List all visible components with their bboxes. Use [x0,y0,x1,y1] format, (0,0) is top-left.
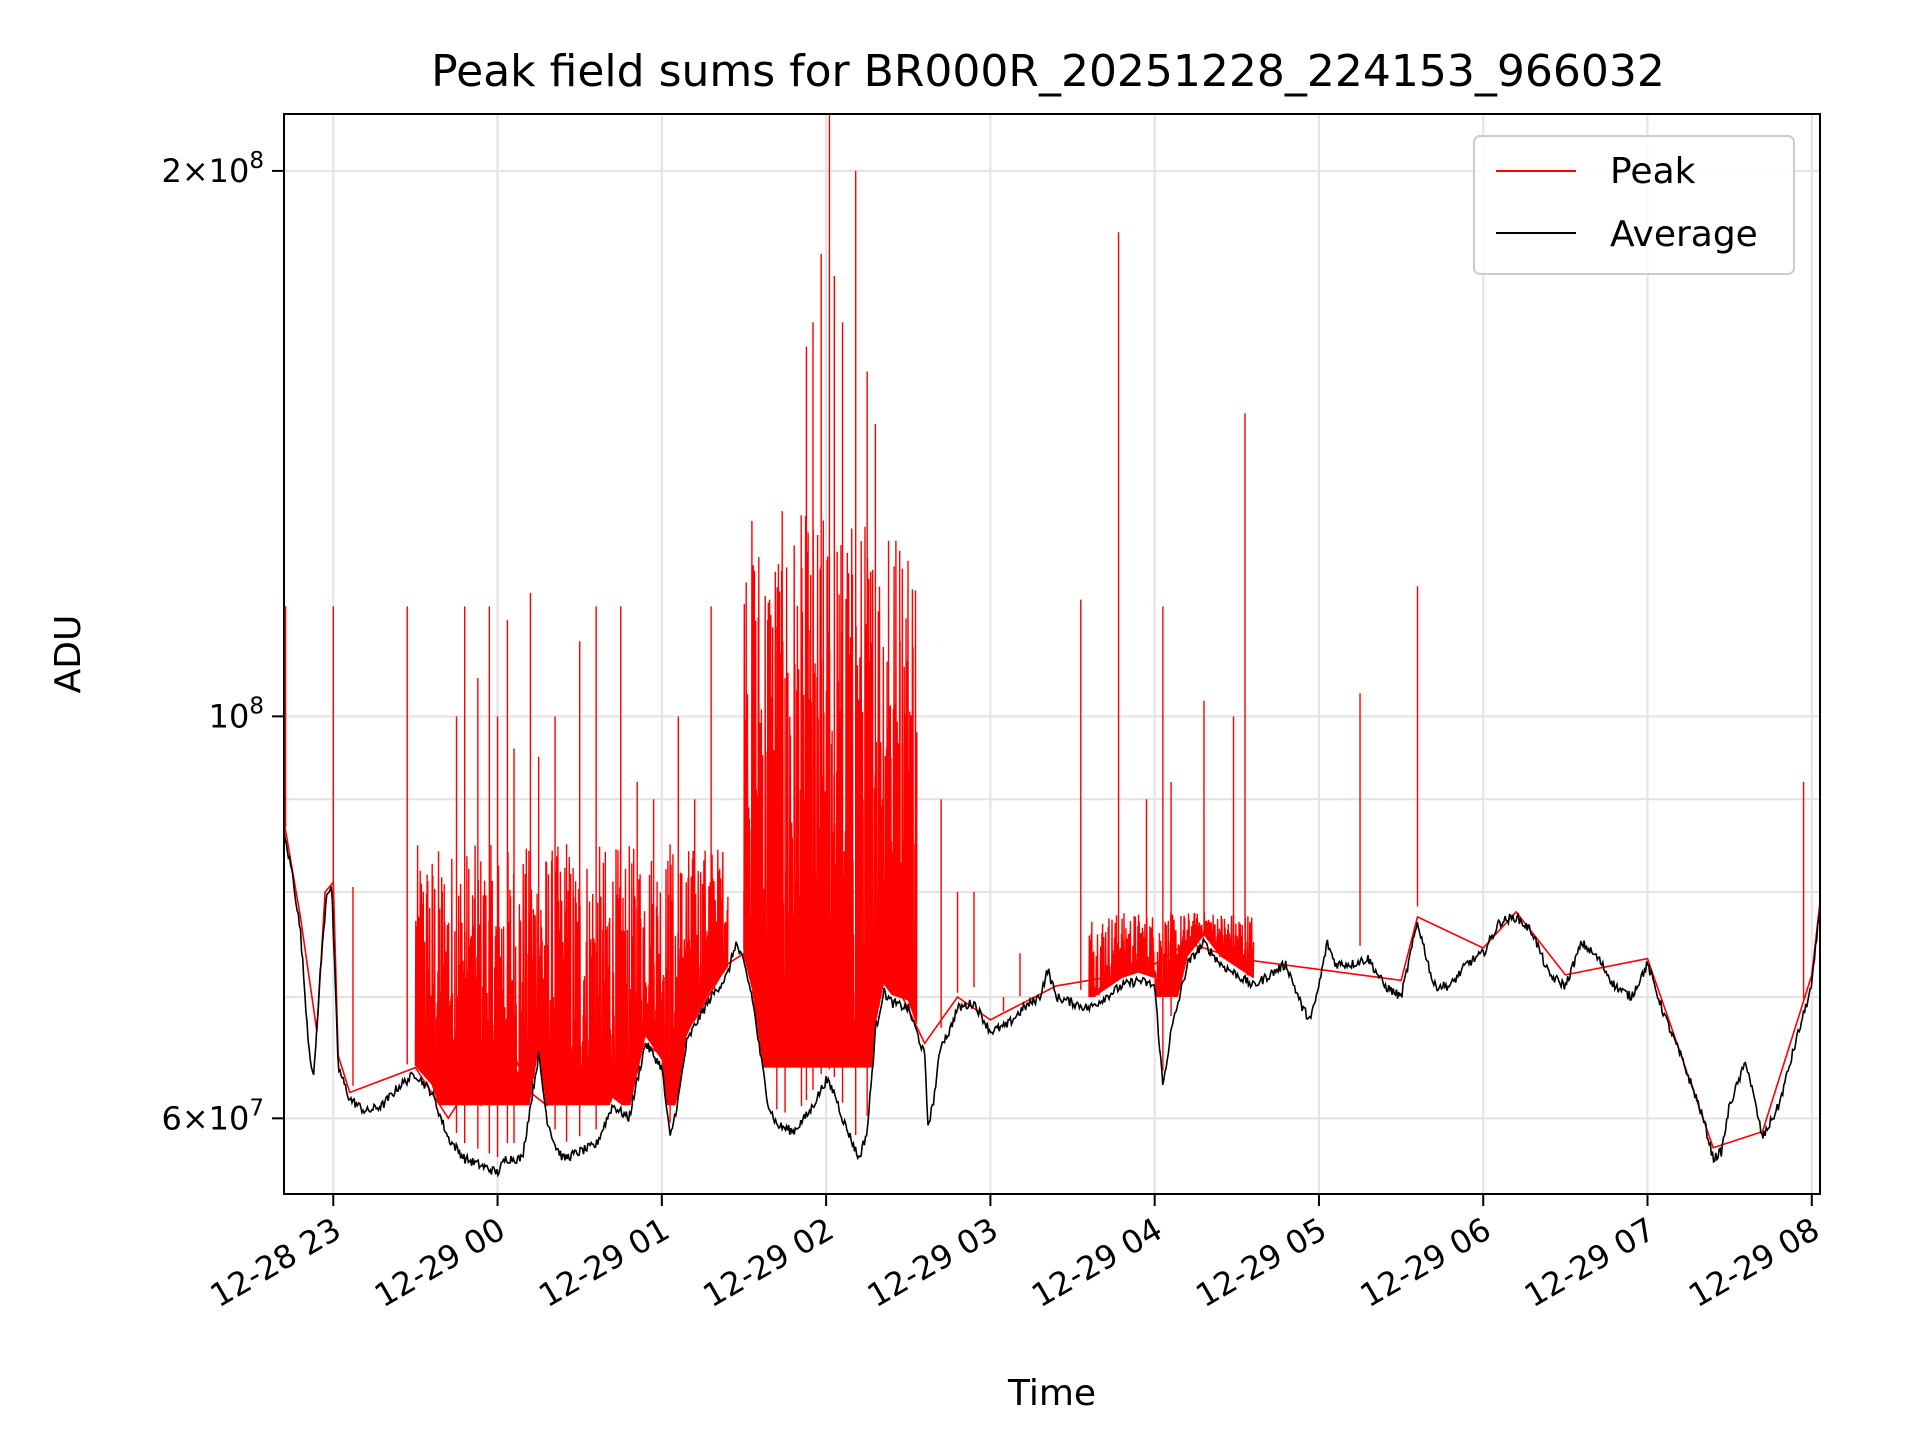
series-layer [283,114,1821,1178]
legend-label-peak: Peak [1610,151,1696,192]
grid-lines [284,114,1820,1194]
legend: Peak Average [1473,135,1795,275]
y-tick-label-0: 6×107 [161,1095,264,1137]
series-peak [283,114,1821,1158]
y-axis-label: ADU [48,615,89,694]
chart-title: Peak field sums for BR000R_20251228_2241… [431,46,1665,97]
y-axis: 6×107 108 2×108 [161,148,284,1137]
y-tick-label-2: 2×108 [161,148,264,190]
x-axis-label: Time [1007,1373,1096,1414]
legend-label-average: Average [1610,214,1758,255]
plot-area-frame [283,113,1821,1195]
average-line [283,831,1821,1178]
y-tick-label-1: 108 [209,693,264,735]
peak-dense-band-0 [414,844,729,1106]
